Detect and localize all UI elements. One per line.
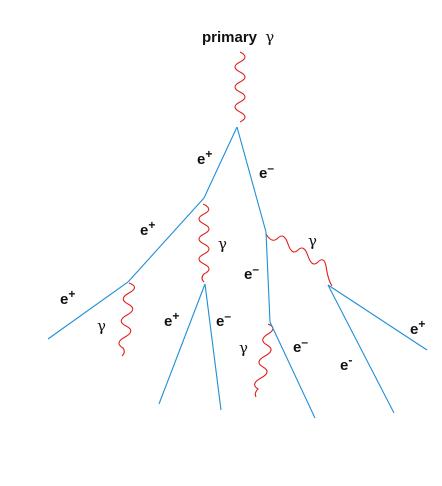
label-e-minus-3: e– bbox=[216, 309, 231, 330]
particle-labels: e+ e– e+ γ γ e– e+ γ e+ e– γ e– e- e+ bbox=[60, 147, 425, 374]
photon-branch-4 bbox=[255, 324, 273, 397]
label-e-minus-5: e- bbox=[340, 353, 352, 374]
label-e-plus-3: e+ bbox=[60, 287, 75, 308]
title-gamma-symbol: γ bbox=[265, 28, 274, 46]
label-gamma-1: γ bbox=[218, 235, 227, 253]
track-eminus-2 bbox=[266, 232, 270, 322]
label-e-minus-1: e– bbox=[259, 161, 274, 182]
photon-branch-2 bbox=[266, 234, 332, 286]
label-gamma-2: γ bbox=[308, 232, 317, 250]
track-primary-eplus bbox=[204, 127, 237, 198]
label-e-plus-1: e+ bbox=[197, 147, 212, 168]
label-gamma-4: γ bbox=[239, 339, 248, 357]
track-eplus-2 bbox=[128, 198, 204, 282]
track-eplus-4 bbox=[159, 284, 205, 404]
track-eminus-3 bbox=[270, 322, 315, 418]
label-e-minus-4: e– bbox=[293, 335, 308, 356]
label-e-minus-2: e– bbox=[244, 262, 259, 283]
photon-branch-3 bbox=[119, 283, 135, 356]
primary-photon bbox=[235, 52, 245, 122]
label-e-plus-4: e+ bbox=[164, 309, 179, 330]
label-e-plus-5: e+ bbox=[410, 317, 425, 338]
track-eminus-4 bbox=[205, 284, 221, 410]
track-eminus-5 bbox=[328, 285, 394, 413]
label-e-plus-2: e+ bbox=[140, 218, 155, 239]
diagram-title: primary γ bbox=[202, 28, 274, 46]
label-gamma-3: γ bbox=[97, 317, 106, 335]
title-text: primary bbox=[202, 29, 258, 46]
photon-branch-1 bbox=[199, 204, 209, 282]
electron-tracks bbox=[48, 127, 427, 418]
track-eplus-5 bbox=[328, 285, 427, 350]
